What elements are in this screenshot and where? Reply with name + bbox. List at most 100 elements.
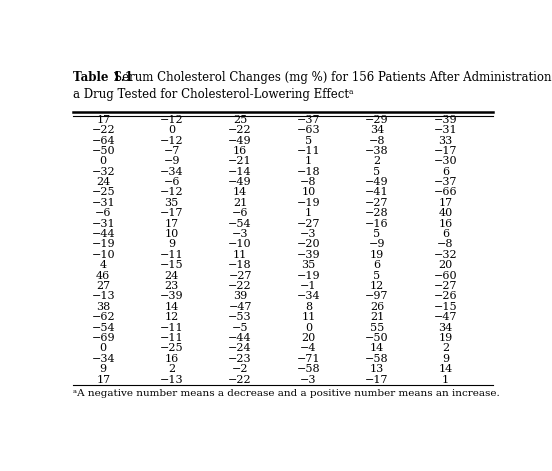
Text: −6: −6 — [163, 177, 180, 187]
Text: 40: 40 — [438, 208, 453, 218]
Text: −6: −6 — [232, 208, 248, 218]
Text: −38: −38 — [365, 146, 389, 156]
Text: 6: 6 — [374, 260, 380, 270]
Text: −49: −49 — [229, 136, 252, 146]
Text: 0: 0 — [100, 343, 107, 353]
Text: −6: −6 — [95, 208, 112, 218]
Text: −28: −28 — [365, 208, 389, 218]
Text: −25: −25 — [92, 187, 115, 197]
Text: −22: −22 — [229, 281, 252, 291]
Text: Serum Cholesterol Changes (mg %) for 156 Patients After Administration of: Serum Cholesterol Changes (mg %) for 156… — [114, 71, 552, 84]
Text: −31: −31 — [92, 219, 115, 228]
Text: 2: 2 — [374, 156, 380, 166]
Text: −18: −18 — [229, 260, 252, 270]
Text: 10: 10 — [301, 187, 316, 197]
Text: −32: −32 — [434, 250, 457, 260]
Text: −23: −23 — [229, 354, 252, 364]
Text: −47: −47 — [229, 302, 252, 312]
Text: 39: 39 — [233, 292, 247, 301]
Text: −34: −34 — [160, 167, 183, 177]
Text: −58: −58 — [297, 364, 320, 374]
Text: 0: 0 — [168, 125, 175, 135]
Text: −21: −21 — [229, 156, 252, 166]
Text: −13: −13 — [160, 374, 183, 384]
Text: −53: −53 — [229, 312, 252, 322]
Text: −3: −3 — [232, 229, 248, 239]
Text: −54: −54 — [92, 323, 115, 333]
Text: −11: −11 — [297, 146, 320, 156]
Text: 27: 27 — [96, 281, 110, 291]
Text: 1: 1 — [305, 156, 312, 166]
Text: −19: −19 — [297, 198, 320, 208]
Text: −11: −11 — [160, 333, 183, 343]
Text: 16: 16 — [164, 354, 179, 364]
Text: −49: −49 — [229, 177, 252, 187]
Text: −29: −29 — [365, 115, 389, 125]
Text: 0: 0 — [100, 156, 107, 166]
Text: −26: −26 — [434, 292, 457, 301]
Text: −39: −39 — [297, 250, 320, 260]
Text: 25: 25 — [233, 115, 247, 125]
Text: −34: −34 — [92, 354, 115, 364]
Text: −31: −31 — [92, 198, 115, 208]
Text: 1: 1 — [442, 374, 449, 384]
Text: −22: −22 — [229, 374, 252, 384]
Text: −71: −71 — [297, 354, 320, 364]
Text: −39: −39 — [434, 115, 457, 125]
Text: 17: 17 — [96, 115, 110, 125]
Text: 12: 12 — [370, 281, 384, 291]
Text: 5: 5 — [374, 229, 380, 239]
Text: −11: −11 — [160, 250, 183, 260]
Text: 14: 14 — [438, 364, 453, 374]
Text: −27: −27 — [365, 198, 389, 208]
Text: −20: −20 — [297, 239, 320, 250]
Text: −25: −25 — [160, 343, 183, 353]
Text: −58: −58 — [365, 354, 389, 364]
Text: −15: −15 — [160, 260, 183, 270]
Text: −13: −13 — [92, 292, 115, 301]
Text: −8: −8 — [369, 136, 385, 146]
Text: −66: −66 — [434, 187, 457, 197]
Text: 14: 14 — [370, 343, 384, 353]
Text: 9: 9 — [100, 364, 107, 374]
Text: −15: −15 — [434, 302, 457, 312]
Text: −49: −49 — [365, 177, 389, 187]
Text: −17: −17 — [160, 208, 183, 218]
Text: 14: 14 — [164, 302, 179, 312]
Text: −34: −34 — [297, 292, 320, 301]
Text: −50: −50 — [92, 146, 115, 156]
Text: 23: 23 — [164, 281, 179, 291]
Text: −32: −32 — [92, 167, 115, 177]
Text: 35: 35 — [301, 260, 316, 270]
Text: 17: 17 — [164, 219, 179, 228]
Text: 11: 11 — [301, 312, 316, 322]
Text: −3: −3 — [300, 229, 317, 239]
Text: −31: −31 — [434, 125, 457, 135]
Text: −7: −7 — [163, 146, 180, 156]
Text: 5: 5 — [305, 136, 312, 146]
Text: 19: 19 — [438, 333, 453, 343]
Text: −27: −27 — [434, 281, 457, 291]
Text: 11: 11 — [233, 250, 247, 260]
Text: 0: 0 — [305, 323, 312, 333]
Text: 34: 34 — [370, 125, 384, 135]
Text: −19: −19 — [297, 271, 320, 281]
Text: −37: −37 — [297, 115, 320, 125]
Text: −62: −62 — [92, 312, 115, 322]
Text: 46: 46 — [96, 271, 110, 281]
Text: 20: 20 — [301, 333, 316, 343]
Text: 21: 21 — [370, 312, 384, 322]
Text: 24: 24 — [96, 177, 110, 187]
Text: −5: −5 — [232, 323, 248, 333]
Text: −10: −10 — [229, 239, 252, 250]
Text: −50: −50 — [365, 333, 389, 343]
Text: 38: 38 — [96, 302, 110, 312]
Text: −69: −69 — [92, 333, 115, 343]
Text: 33: 33 — [438, 136, 453, 146]
Text: −12: −12 — [160, 115, 183, 125]
Text: −19: −19 — [92, 239, 115, 250]
Text: −16: −16 — [365, 219, 389, 228]
Text: 2: 2 — [168, 364, 175, 374]
Text: 4: 4 — [100, 260, 107, 270]
Text: 34: 34 — [438, 323, 453, 333]
